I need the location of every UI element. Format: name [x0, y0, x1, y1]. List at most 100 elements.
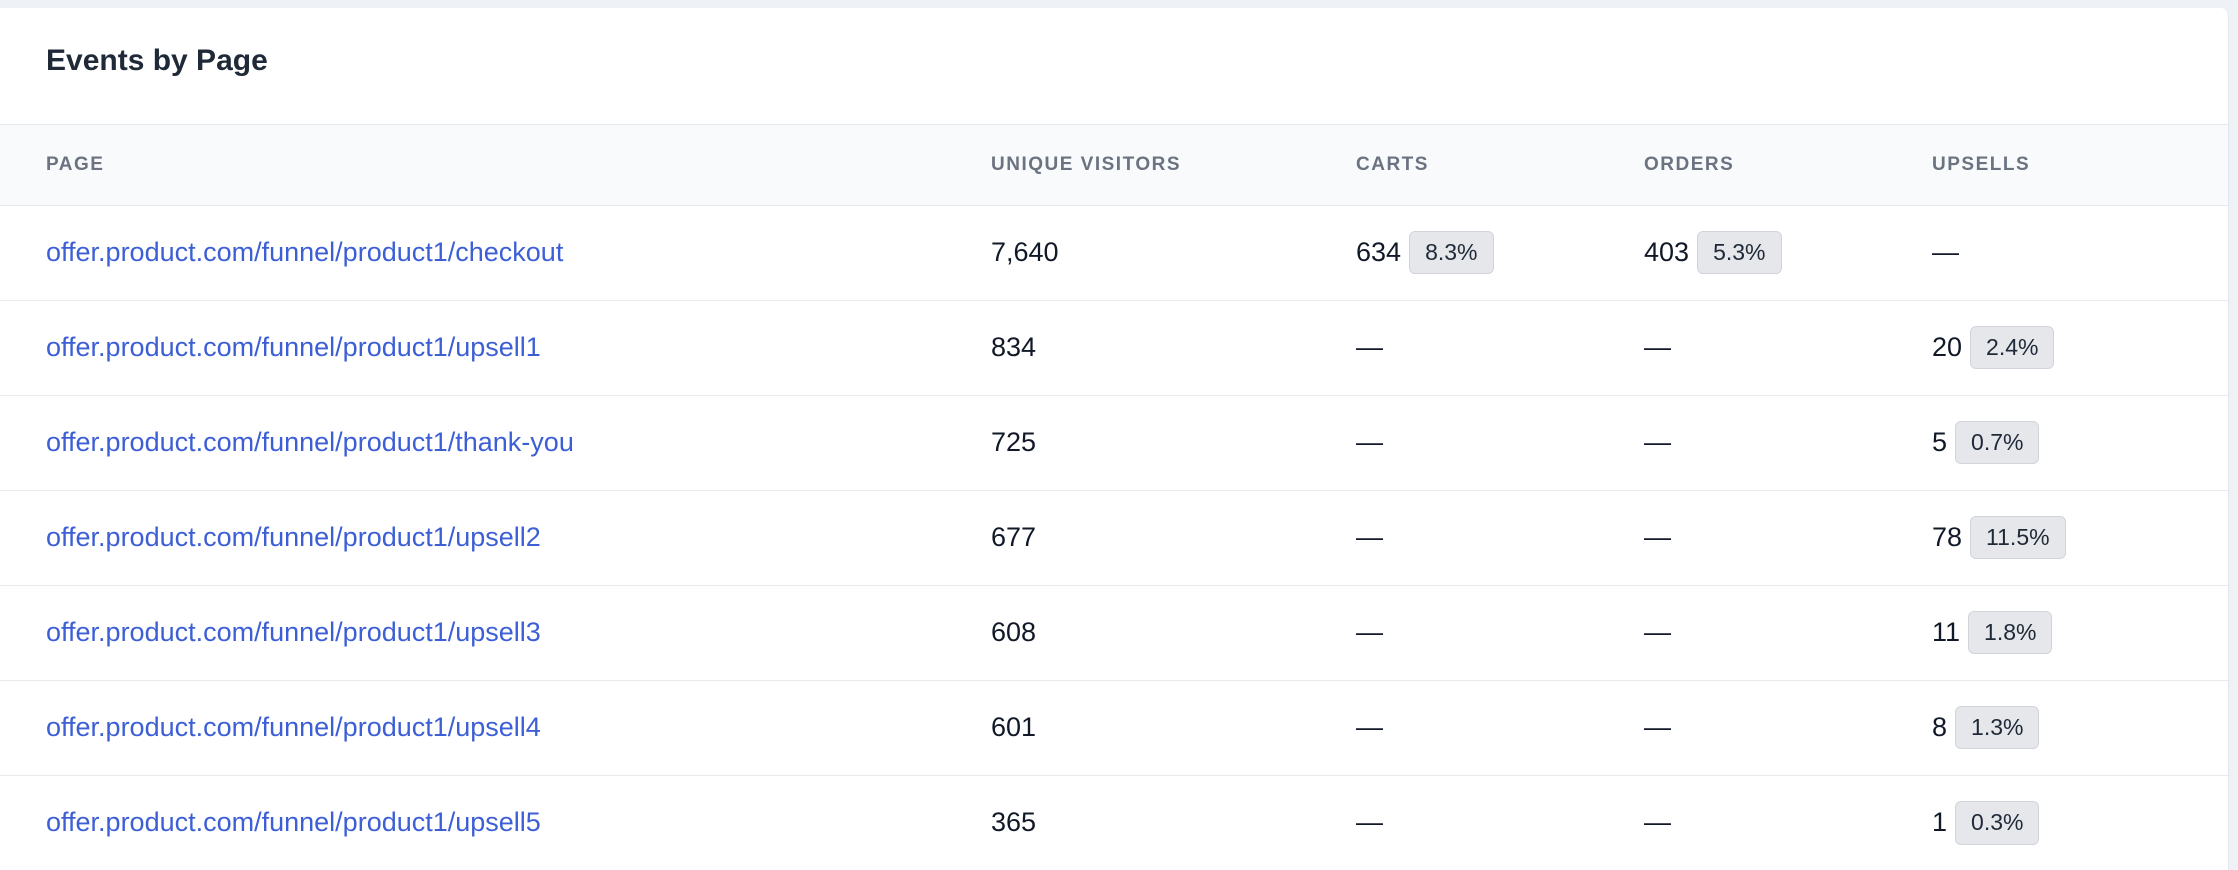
percentage-badge: 8.3% [1409, 230, 1494, 275]
empty-dash: — [1356, 332, 1383, 362]
percentage-badge: 0.3% [1955, 800, 2040, 845]
upsells-metric: 5 0.7% [1932, 420, 2040, 465]
carts-metric: — [1356, 807, 1383, 838]
percentage-badge: 11.5% [1970, 515, 2066, 560]
unique-visitors-cell: 365 [991, 807, 1037, 838]
empty-dash: — [1644, 807, 1671, 838]
unique-visitors-cell: 7,640 [991, 237, 1059, 267]
page-link[interactable]: offer.product.com/funnel/product1/upsell… [46, 712, 541, 742]
carts-cell: — [1356, 490, 1644, 585]
page-cell: offer.product.com/funnel/product1/checko… [0, 205, 991, 300]
carts-cell: — [1356, 395, 1644, 490]
upsells-cell: 1 0.3% [1932, 775, 2228, 870]
unique-visitors-cell: 725 [991, 427, 1037, 457]
orders-cell: — [1644, 395, 1932, 490]
page-link[interactable]: offer.product.com/funnel/product1/upsell… [46, 617, 541, 647]
unique-visitors-cell: 608 [991, 617, 1037, 647]
page-cell: offer.product.com/funnel/product1/thank-… [0, 395, 991, 490]
percentage-badge: 5.3% [1697, 230, 1782, 275]
orders-metric: — [1644, 522, 1671, 553]
table-row: offer.product.com/funnel/product1/upsell… [0, 490, 2228, 585]
empty-dash: — [1644, 617, 1671, 647]
table-row: offer.product.com/funnel/product1/upsell… [0, 775, 2228, 870]
orders-metric: — [1644, 807, 1671, 838]
upsells-metric: 8 1.3% [1932, 705, 2040, 750]
column-header-page[interactable]: PAGE [46, 153, 105, 175]
page-link[interactable]: offer.product.com/funnel/product1/thank-… [46, 427, 574, 457]
column-header-carts[interactable]: CARTS [1356, 153, 1429, 175]
page-link[interactable]: offer.product.com/funnel/product1/upsell… [46, 522, 541, 552]
orders-cell: — [1644, 775, 1932, 870]
table-body: offer.product.com/funnel/product1/checko… [0, 205, 2228, 870]
column-header-orders[interactable]: ORDERS [1644, 153, 1735, 175]
upsells-metric: 1 0.3% [1932, 800, 2040, 845]
orders-cell: — [1644, 680, 1932, 775]
upsells-cell: 78 11.5% [1932, 490, 2228, 585]
carts-metric: — [1356, 712, 1383, 743]
percentage-badge: 2.4% [1970, 325, 2055, 370]
upsells-cell: 5 0.7% [1932, 395, 2228, 490]
upsells-value: 11 [1932, 617, 1961, 647]
column-header-upsells[interactable]: UPSELLS [1932, 153, 2031, 175]
table-row: offer.product.com/funnel/product1/thank-… [0, 395, 2228, 490]
carts-metric: — [1356, 332, 1383, 363]
page-cell: offer.product.com/funnel/product1/upsell… [0, 300, 991, 395]
empty-dash: — [1644, 332, 1671, 362]
column-header-unique-visitors[interactable]: UNIQUE VISITORS [991, 153, 1182, 175]
page-link[interactable]: offer.product.com/funnel/product1/upsell… [46, 332, 541, 362]
percentage-badge: 0.7% [1955, 420, 2040, 465]
page-cell: offer.product.com/funnel/product1/upsell… [0, 490, 991, 585]
upsells-cell: 11 1.8% [1932, 585, 2228, 680]
carts-cell: — [1356, 680, 1644, 775]
orders-cell: — [1644, 490, 1932, 585]
events-by-page-panel: Events by Page PAGE UNIQUE VISITORS CART… [0, 8, 2229, 870]
events-table: PAGE UNIQUE VISITORS CARTS ORDERS UPSELL… [0, 125, 2228, 870]
carts-value: 634 [1356, 237, 1402, 267]
upsells-cell: — [1932, 205, 2228, 300]
empty-dash: — [1356, 807, 1383, 838]
upsells-metric: — [1932, 237, 1959, 268]
unique-visitors-cell: 601 [991, 712, 1037, 742]
empty-dash: — [1644, 712, 1671, 742]
upsells-metric: 78 11.5% [1932, 515, 2066, 560]
table-row: offer.product.com/funnel/product1/checko… [0, 205, 2228, 300]
carts-metric: — [1356, 617, 1383, 648]
upsells-cell: 8 1.3% [1932, 680, 2228, 775]
empty-dash: — [1356, 617, 1383, 647]
orders-metric: — [1644, 332, 1671, 363]
page-link[interactable]: offer.product.com/funnel/product1/checko… [46, 237, 564, 267]
empty-dash: — [1932, 237, 1959, 267]
table-header-row: PAGE UNIQUE VISITORS CARTS ORDERS UPSELL… [0, 125, 2228, 205]
carts-metric: — [1356, 522, 1383, 553]
empty-dash: — [1356, 522, 1383, 552]
empty-dash: — [1644, 427, 1671, 457]
empty-dash: — [1644, 522, 1671, 552]
carts-metric: 634 8.3% [1356, 230, 1494, 275]
page-cell: offer.product.com/funnel/product1/upsell… [0, 680, 991, 775]
upsells-value: 5 [1932, 427, 1948, 457]
upsells-metric: 20 2.4% [1932, 325, 2055, 370]
upsells-value: 1 [1932, 807, 1948, 838]
orders-cell: 403 5.3% [1644, 205, 1932, 300]
upsells-value: 8 [1932, 712, 1948, 742]
upsells-cell: 20 2.4% [1932, 300, 2228, 395]
percentage-badge: 1.8% [1968, 610, 2053, 655]
carts-metric: — [1356, 427, 1383, 458]
upsells-value: 78 [1932, 522, 1963, 552]
carts-cell: 634 8.3% [1356, 205, 1644, 300]
orders-metric: — [1644, 617, 1671, 648]
orders-metric: — [1644, 712, 1671, 743]
carts-cell: — [1356, 775, 1644, 870]
orders-value: 403 [1644, 237, 1690, 267]
page-link[interactable]: offer.product.com/funnel/product1/upsell… [46, 807, 541, 838]
table-row: offer.product.com/funnel/product1/upsell… [0, 680, 2228, 775]
panel-header: Events by Page [0, 8, 2228, 125]
table-row: offer.product.com/funnel/product1/upsell… [0, 585, 2228, 680]
orders-cell: — [1644, 585, 1932, 680]
empty-dash: — [1356, 427, 1383, 457]
panel-title: Events by Page [46, 44, 268, 77]
percentage-badge: 1.3% [1955, 705, 2040, 750]
orders-metric: — [1644, 427, 1671, 458]
unique-visitors-cell: 834 [991, 332, 1037, 362]
table-row: offer.product.com/funnel/product1/upsell… [0, 300, 2228, 395]
